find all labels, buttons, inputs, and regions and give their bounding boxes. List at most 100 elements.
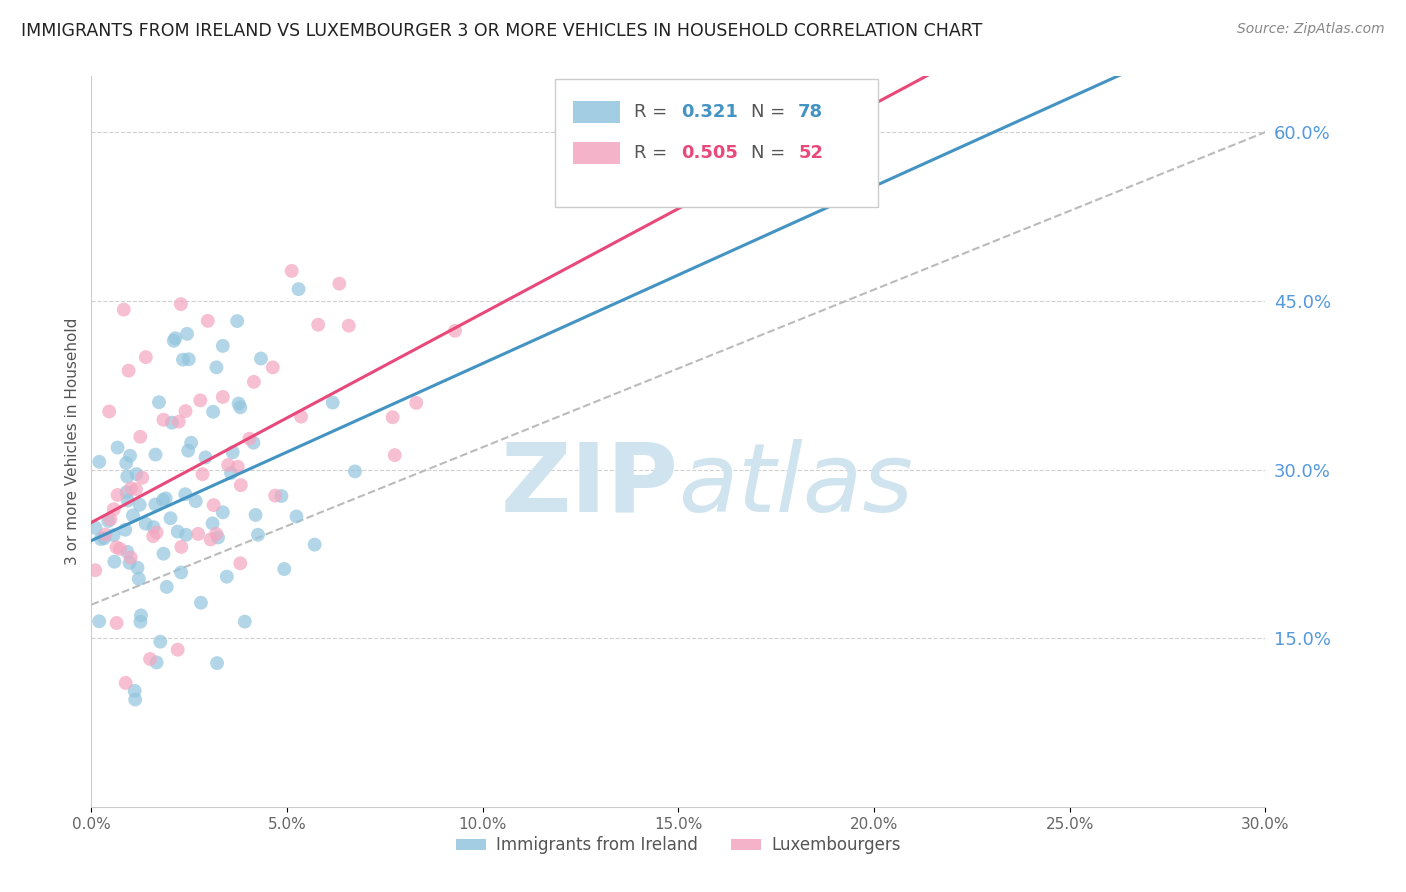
Point: [122, 508, 145, 523]
Point: [160, 416, 183, 430]
Point: [190, 596, 212, 610]
Point: [145, 525, 167, 540]
Point: [229, 557, 252, 571]
Point: [229, 401, 252, 415]
Point: [238, 432, 260, 446]
Point: [337, 318, 360, 333]
Point: [135, 516, 157, 531]
Point: [174, 404, 197, 418]
Point: [176, 326, 198, 341]
Point: [222, 445, 245, 459]
Point: [217, 458, 239, 472]
Text: R =: R =: [634, 103, 673, 121]
FancyBboxPatch shape: [555, 79, 877, 208]
Point: [93, 531, 115, 545]
Point: [128, 572, 150, 586]
Point: [128, 498, 150, 512]
Point: [166, 642, 188, 657]
Point: [270, 489, 292, 503]
Y-axis label: 3 or more Vehicles in Household: 3 or more Vehicles in Household: [65, 318, 80, 566]
Point: [285, 509, 308, 524]
Point: [117, 545, 139, 559]
Point: [170, 566, 193, 580]
Point: [287, 282, 309, 296]
Point: [215, 569, 238, 583]
Point: [145, 656, 167, 670]
Text: 0.321: 0.321: [681, 103, 738, 121]
Legend: Immigrants from Ireland, Luxembourgers: Immigrants from Ireland, Luxembourgers: [450, 830, 907, 861]
Point: [90, 532, 112, 546]
Point: [197, 314, 219, 328]
Text: atlas: atlas: [678, 439, 914, 532]
Point: [155, 491, 177, 506]
Point: [262, 360, 284, 375]
Point: [97, 514, 120, 528]
Point: [226, 459, 249, 474]
Point: [115, 456, 138, 470]
Point: [211, 390, 233, 404]
Text: 78: 78: [799, 103, 824, 121]
Point: [228, 396, 250, 410]
Point: [290, 409, 312, 424]
Point: [201, 516, 224, 531]
Point: [180, 435, 202, 450]
Point: [229, 478, 252, 492]
Point: [202, 498, 225, 512]
Point: [117, 364, 139, 378]
Point: [142, 529, 165, 543]
Point: [124, 684, 146, 698]
Point: [89, 455, 111, 469]
Point: [149, 634, 172, 648]
Point: [322, 395, 344, 409]
Point: [170, 540, 193, 554]
Point: [117, 493, 139, 508]
Point: [207, 531, 229, 545]
Point: [103, 528, 125, 542]
Point: [211, 505, 233, 519]
Point: [84, 563, 107, 577]
Point: [187, 527, 209, 541]
Point: [107, 488, 129, 502]
Point: [194, 450, 217, 465]
Point: [115, 485, 138, 500]
Point: [100, 512, 122, 526]
Point: [148, 395, 170, 409]
Point: [304, 538, 326, 552]
Point: [131, 471, 153, 485]
Point: [98, 404, 121, 418]
Text: ZIP: ZIP: [501, 439, 678, 532]
Point: [84, 521, 107, 535]
Point: [152, 413, 174, 427]
Point: [112, 302, 135, 317]
Point: [156, 580, 179, 594]
Point: [166, 524, 188, 539]
Point: [405, 396, 427, 410]
Point: [202, 405, 225, 419]
FancyBboxPatch shape: [572, 142, 620, 163]
Point: [94, 527, 117, 541]
Point: [205, 656, 228, 670]
Point: [129, 430, 152, 444]
Point: [211, 339, 233, 353]
Point: [243, 375, 266, 389]
Point: [145, 448, 167, 462]
Point: [120, 481, 142, 495]
Text: 52: 52: [799, 144, 823, 161]
Point: [170, 297, 193, 311]
Point: [129, 608, 152, 623]
Text: N =: N =: [751, 103, 792, 121]
Point: [152, 492, 174, 507]
Point: [159, 511, 181, 525]
FancyBboxPatch shape: [572, 102, 620, 123]
Point: [165, 331, 187, 345]
Point: [103, 555, 125, 569]
Point: [233, 615, 256, 629]
Point: [184, 494, 207, 508]
Point: [381, 410, 404, 425]
Point: [125, 467, 148, 481]
Point: [105, 615, 128, 630]
Point: [127, 560, 149, 574]
Point: [163, 334, 186, 348]
Text: N =: N =: [751, 144, 792, 161]
Point: [177, 352, 200, 367]
